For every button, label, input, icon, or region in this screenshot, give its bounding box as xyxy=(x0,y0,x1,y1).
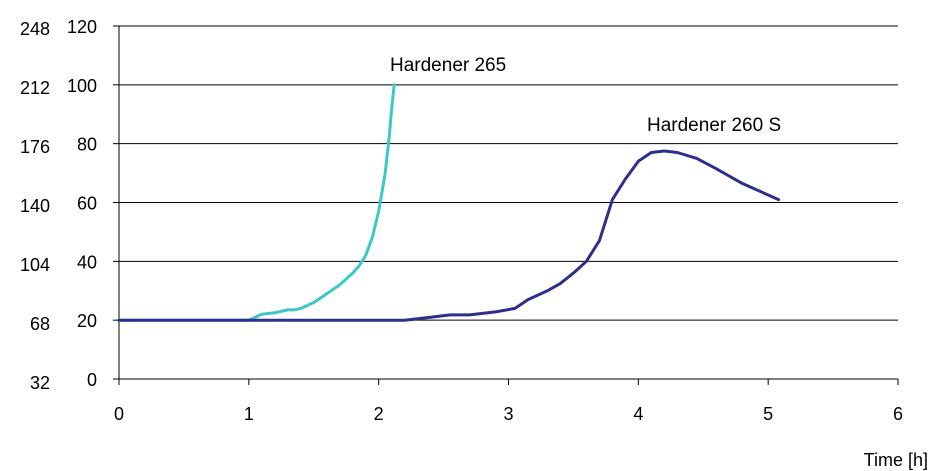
y2-tick-label-32: 32 xyxy=(30,373,50,393)
x-tick-label-6: 6 xyxy=(893,404,903,424)
y2-tick-label-104: 104 xyxy=(20,255,50,275)
y-tick-label-60: 60 xyxy=(77,194,97,214)
annotation-label-1: Hardener 265 xyxy=(390,55,506,76)
y2-tick-label-212: 212 xyxy=(20,78,50,98)
x-tick-label-0: 0 xyxy=(114,404,124,424)
series-line-1 xyxy=(117,83,396,322)
x-tick-label-2: 2 xyxy=(374,404,384,424)
secondary-y-axis-ticks: 32 68 104 140 176 212 248 xyxy=(20,19,50,393)
series-line-2 xyxy=(117,149,781,322)
annotation-label-2: Hardener 260 S xyxy=(647,115,781,136)
series-lines xyxy=(117,83,781,322)
x-axis-ticks: 0 1 2 3 4 5 6 xyxy=(114,379,903,424)
y-tick-label-100: 100 xyxy=(67,76,97,96)
x-tick-label-4: 4 xyxy=(633,404,643,424)
x-tick-label-1: 1 xyxy=(244,404,254,424)
y-tick-label-120: 120 xyxy=(67,17,97,37)
y2-tick-label-140: 140 xyxy=(20,196,50,216)
annotation-background-2 xyxy=(645,114,821,138)
y-tick-label-0: 0 xyxy=(87,370,97,390)
x-tick-label-5: 5 xyxy=(763,404,773,424)
y2-tick-label-248: 248 xyxy=(20,19,50,39)
y-tick-label-80: 80 xyxy=(77,135,97,155)
y2-tick-label-176: 176 xyxy=(20,137,50,157)
annotation-background-1 xyxy=(388,54,544,78)
y-axis-ticks: 0 20 40 60 80 100 120 xyxy=(67,17,119,390)
x-tick-label-3: 3 xyxy=(503,404,513,424)
y-tick-label-40: 40 xyxy=(77,252,97,272)
gridlines xyxy=(119,25,898,321)
y2-tick-label-68: 68 xyxy=(30,314,50,334)
y-tick-label-20: 20 xyxy=(77,311,97,331)
annotations: Hardener 265 Hardener 260 S xyxy=(388,54,821,138)
x-axis-label: Time [h] xyxy=(864,450,928,470)
